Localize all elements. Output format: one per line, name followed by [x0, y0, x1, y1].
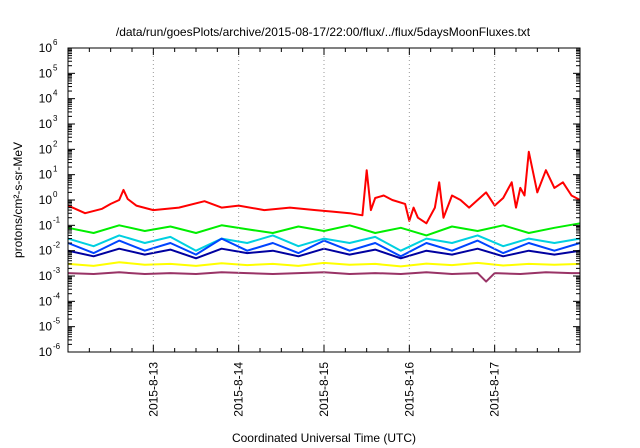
y-tick-exponent: -6 — [53, 342, 61, 351]
x-axis: 2015-8-13 2015-8-14 2015-8-15 2015-8-16 2015… — [88, 48, 560, 417]
y-tick-label: 10 — [39, 117, 53, 131]
y-tick-label: 10 — [39, 345, 53, 359]
y-axis: 10 -610 -510 -410 -310 -210 -110 010 110 210 310 41… — [39, 38, 580, 359]
y-tick-exponent: 1 — [53, 165, 58, 174]
y-tick-label: 10 — [39, 168, 53, 182]
x-tick-label: 2015-8-13 — [146, 362, 160, 417]
y-tick-exponent: -3 — [53, 266, 61, 275]
y-tick-label: 10 — [39, 66, 53, 80]
series-line-7 — [67, 271, 580, 283]
y-tick-label: 10 — [39, 92, 53, 106]
y-tick-label: 10 — [39, 244, 53, 258]
x-tick-label: 2015-8-14 — [232, 362, 246, 417]
y-tick-label: 10 — [39, 41, 53, 55]
x-tick-label: 2015-8-17 — [488, 362, 502, 417]
y-axis-label: protons/cm²-s-sr-MeV — [11, 142, 25, 258]
x-tick-label: 2015-8-15 — [317, 362, 331, 417]
chart-title: /data/run/goesPlots/archive/2015-08-17/2… — [116, 25, 531, 39]
y-tick-exponent: 2 — [53, 139, 58, 148]
y-tick-exponent: 6 — [53, 38, 58, 47]
y-tick-exponent: 3 — [53, 114, 58, 123]
x-axis-label: Coordinated Universal Time (UTC) — [232, 431, 416, 445]
y-tick-exponent: -1 — [53, 215, 61, 224]
x-tick-label: 2015-8-16 — [402, 362, 416, 417]
y-tick-label: 10 — [39, 320, 53, 334]
y-tick-label: 10 — [39, 193, 53, 207]
y-tick-exponent: -5 — [53, 317, 61, 326]
y-tick-exponent: 0 — [53, 190, 58, 199]
y-tick-exponent: -2 — [53, 241, 61, 250]
y-tick-label: 10 — [39, 294, 53, 308]
y-tick-exponent: 4 — [53, 89, 58, 98]
series-line-1 — [67, 150, 581, 225]
y-tick-exponent: -4 — [53, 291, 61, 300]
y-tick-label: 10 — [39, 269, 53, 283]
series-line-2 — [67, 222, 581, 237]
y-tick-exponent: 5 — [53, 63, 58, 72]
y-tick-label: 10 — [39, 218, 53, 232]
y-tick-label: 10 — [39, 142, 53, 156]
